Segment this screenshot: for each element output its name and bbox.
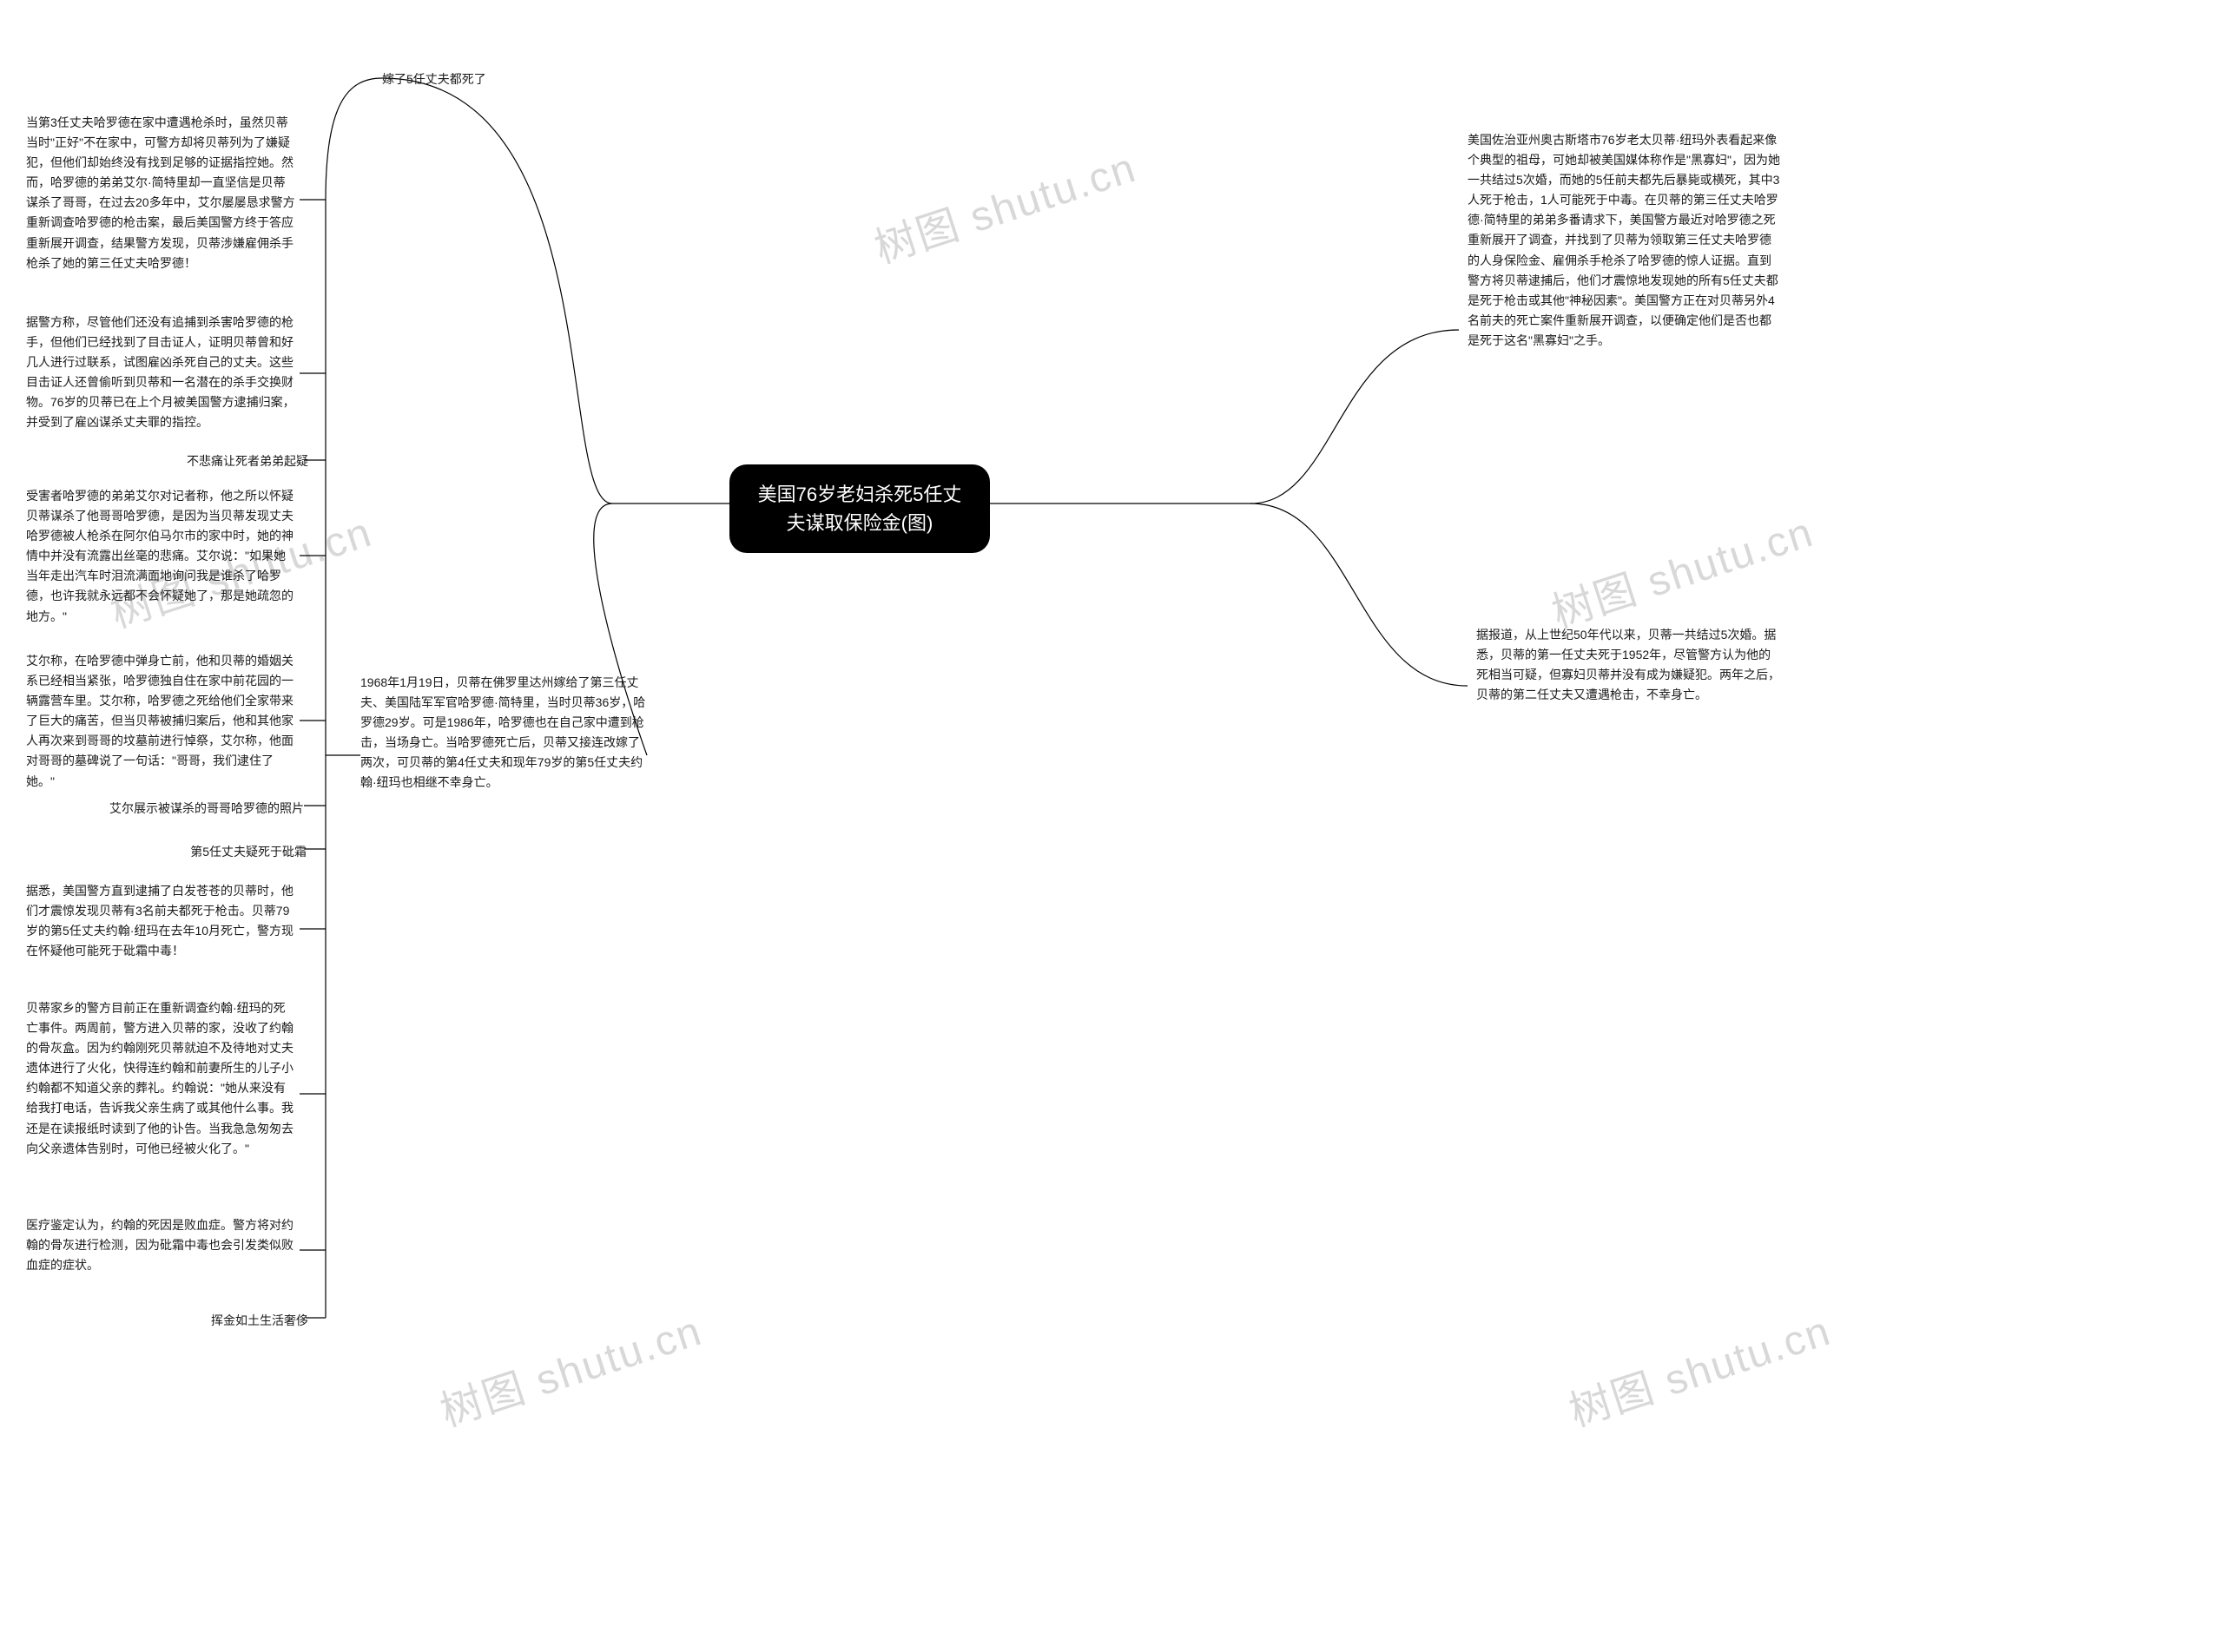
left-node-l4: 受害者哈罗德的弟弟艾尔对记者称，他之所以怀疑贝蒂谋杀了他哥哥哈罗德，是因为当贝蒂…: [26, 486, 295, 627]
connector-right: [0, 0, 2223, 1652]
connector-left-cluster: [0, 0, 2223, 1652]
left-node-l10: 医疗鉴定认为，约翰的死因是败血症。警方将对约翰的骨灰进行检测，因为砒霜中毒也会引…: [26, 1215, 295, 1275]
watermark: 树图 shutu.cn: [1560, 1296, 1837, 1438]
right-node-1: 美国佐治亚州奥古斯塔市76岁老太贝蒂·纽玛外表看起来像个典型的祖母，可她却被美国…: [1468, 130, 1780, 351]
left-node-l7: 第5任丈夫疑死于砒霜: [161, 842, 307, 862]
watermark: 树图 shutu.cn: [432, 1296, 709, 1438]
left-node-l6: 艾尔展示被谋杀的哥哥哈罗德的照片: [87, 799, 304, 819]
left-node-l3: 不悲痛让死者弟弟起疑: [161, 451, 308, 471]
left-node-l11: 挥金如土生活奢侈: [187, 1311, 308, 1331]
left-top-node: 嫁了5任丈夫都死了: [382, 69, 608, 89]
left-node-l2: 据警方称，尽管他们还没有追捕到杀害哈罗德的枪手，但他们已经找到了目击证人，证明贝…: [26, 313, 295, 433]
left-node-l9: 贝蒂家乡的警方目前正在重新调查约翰·纽玛的死亡事件。两周前，警方进入贝蒂的家，没…: [26, 998, 295, 1159]
watermark: 树图 shutu.cn: [866, 133, 1143, 274]
central-node: 美国76岁老妇杀死5任丈夫谋取保险金(图): [729, 464, 990, 553]
left-node-l8: 据悉，美国警方直到逮捕了白发苍苍的贝蒂时，他们才震惊发现贝蒂有3名前夫都死于枪击…: [26, 881, 295, 961]
connector-left-main: [0, 0, 2223, 1652]
right-node-2: 据报道，从上世纪50年代以来，贝蒂一共结过5次婚。据悉，贝蒂的第一任丈夫死于19…: [1476, 625, 1780, 705]
left-node-l1: 当第3任丈夫哈罗德在家中遭遇枪杀时，虽然贝蒂当时"正好"不在家中，可警方却将贝蒂…: [26, 113, 295, 273]
left-center-node: 1968年1月19日，贝蒂在佛罗里达州嫁给了第三任丈夫、美国陆军军官哈罗德·简特…: [360, 673, 647, 793]
left-node-l5: 艾尔称，在哈罗德中弹身亡前，他和贝蒂的婚姻关系已经相当紧张，哈罗德独自住在家中前…: [26, 651, 295, 792]
watermark: 树图 shutu.cn: [1543, 497, 1820, 639]
